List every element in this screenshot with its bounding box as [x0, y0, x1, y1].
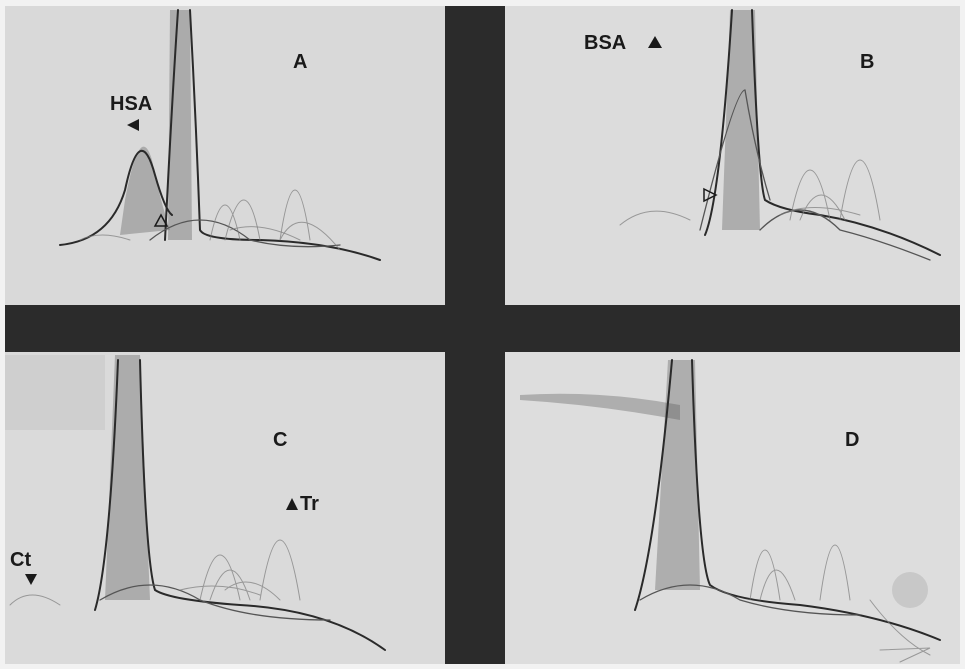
marker-label: HSA — [110, 93, 152, 115]
figure: A HSA B BSA C Tr Ct D — [0, 0, 965, 669]
marker-label: Ct — [10, 549, 31, 571]
divider-horizontal — [5, 305, 960, 352]
marker-label: BSA — [584, 32, 626, 54]
panel-label: D — [845, 429, 859, 451]
panel-label: B — [860, 51, 874, 73]
marker-label: Tr — [300, 493, 319, 515]
panel-label: C — [273, 429, 287, 451]
panel-label: A — [293, 51, 307, 73]
